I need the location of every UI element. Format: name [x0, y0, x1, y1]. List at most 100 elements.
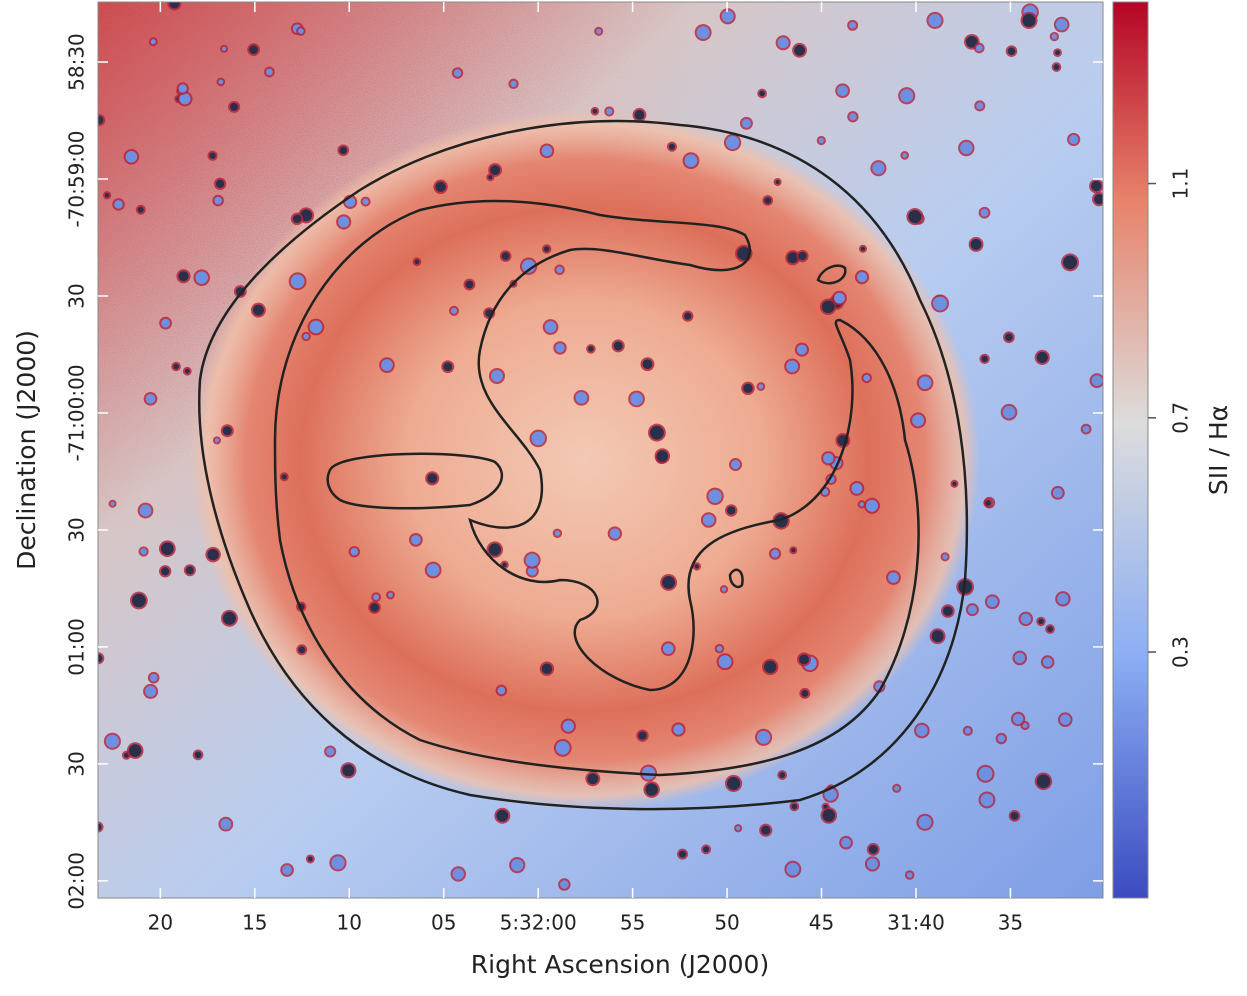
star-core — [908, 210, 922, 224]
star-core — [967, 605, 977, 615]
star-core — [822, 809, 836, 822]
star-core — [465, 280, 474, 289]
star-core — [980, 208, 989, 217]
star-core — [638, 731, 647, 740]
star-core — [777, 37, 789, 49]
star-core — [194, 751, 202, 759]
x-tick-label: 50 — [714, 911, 739, 935]
star-core — [823, 453, 834, 464]
star-core — [450, 307, 457, 314]
star-core — [292, 214, 302, 224]
star-core — [543, 246, 550, 252]
star-core — [173, 363, 179, 370]
star-core — [1053, 64, 1060, 70]
star-core — [370, 603, 379, 612]
star-core — [678, 850, 687, 858]
star-core — [452, 868, 464, 880]
star-core — [824, 788, 837, 801]
star-core — [865, 499, 879, 512]
star-core — [555, 740, 570, 755]
star-core — [527, 566, 537, 576]
star-core — [986, 596, 998, 608]
star-core — [128, 744, 142, 757]
star-core — [298, 646, 306, 654]
star-core — [708, 489, 722, 503]
star-core — [145, 393, 156, 404]
y-tick-label: 30 — [65, 283, 89, 308]
star-core — [496, 809, 509, 822]
y-tick-label: -70:59:00 — [65, 130, 89, 227]
star-core — [131, 593, 146, 608]
y-tick-label: 02:00 — [65, 852, 89, 910]
star-core — [114, 200, 123, 209]
star-core — [443, 362, 453, 372]
x-axis-label: Right Ascension (J2000) — [471, 950, 769, 979]
star-core — [488, 543, 501, 556]
star-core — [350, 547, 359, 556]
star-core — [169, 2, 180, 9]
colorbar — [1112, 1, 1149, 899]
star-core — [178, 84, 187, 93]
star-core — [510, 80, 517, 88]
star-core — [943, 606, 953, 616]
star-core — [743, 383, 753, 394]
star-core — [588, 346, 594, 352]
star-core — [544, 321, 557, 333]
star-core — [281, 474, 287, 480]
star-core — [1091, 180, 1102, 192]
star-core — [673, 724, 684, 735]
star-core — [1022, 722, 1028, 729]
star-core — [1005, 333, 1013, 342]
star-core — [104, 193, 110, 198]
star-core — [1094, 193, 1103, 205]
star-core — [209, 152, 216, 159]
x-tick-label: 05 — [431, 911, 456, 935]
star-core — [837, 85, 848, 97]
star-core — [757, 730, 771, 744]
star-core — [140, 548, 147, 555]
star-core — [98, 654, 103, 663]
star-core — [975, 44, 983, 52]
star-core — [1052, 487, 1063, 498]
star-core — [866, 858, 879, 870]
star-core — [849, 21, 857, 29]
star-core — [759, 90, 765, 97]
star-core — [630, 392, 643, 406]
star-core — [794, 44, 805, 56]
star-core — [98, 116, 104, 125]
x-tick-label: 45 — [809, 911, 834, 935]
star-core — [928, 13, 942, 27]
star-core — [798, 251, 807, 261]
star-core — [860, 246, 865, 251]
star-core — [222, 426, 232, 436]
star-core — [298, 28, 304, 34]
y-tick-label: -71:00:00 — [65, 364, 89, 461]
star-core — [779, 772, 786, 778]
star-core — [799, 654, 809, 665]
star-core — [764, 197, 772, 204]
star-core — [684, 154, 698, 168]
x-tick-label: 35 — [998, 911, 1023, 935]
star-core — [978, 766, 993, 781]
image — [98, 2, 1103, 898]
star-core — [942, 554, 948, 560]
star-core — [531, 431, 546, 446]
image-frame — [97, 1, 1104, 899]
star-core — [98, 823, 102, 831]
star-core — [770, 549, 780, 558]
star-core — [761, 825, 771, 835]
star-core — [786, 862, 800, 876]
star-core — [718, 655, 732, 669]
star-core — [342, 764, 355, 777]
star-core — [902, 153, 908, 158]
star-core — [426, 563, 440, 577]
star-core — [525, 553, 539, 567]
star-core — [758, 384, 764, 389]
star-core — [900, 89, 914, 103]
star-core — [150, 39, 156, 45]
star-core — [587, 773, 599, 785]
star-core — [662, 643, 674, 655]
star-core — [410, 534, 421, 545]
star-core — [105, 734, 119, 748]
y-tick-label: 30 — [65, 517, 89, 542]
